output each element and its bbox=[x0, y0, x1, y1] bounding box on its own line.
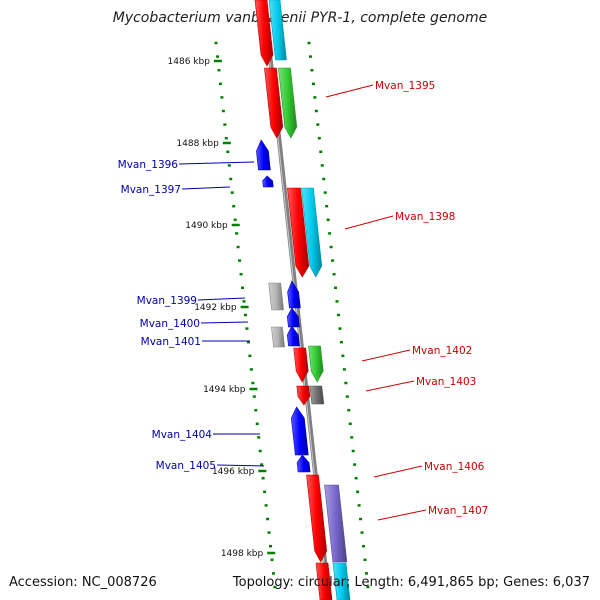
gene-label-leader bbox=[216, 464, 265, 467]
gene-feature bbox=[287, 187, 310, 278]
gene-labels: Mvan_1395 Mvan_1396 Mvan_1397 Mvan_1398 Mvan… bbox=[118, 80, 489, 517]
gene-feature bbox=[315, 562, 333, 600]
accession-text: Accession: NC_008726 bbox=[9, 575, 157, 590]
gene-feature bbox=[290, 406, 309, 456]
gene-feature bbox=[296, 385, 311, 406]
gene-label-leader bbox=[365, 380, 415, 392]
scale-label: 1492 kbp bbox=[194, 303, 237, 313]
gene-label[interactable]: Mvan_1398 bbox=[395, 211, 455, 223]
gene-feature bbox=[268, 0, 287, 61]
gene-feature bbox=[332, 562, 351, 600]
genome-title: Mycobacterium vanbaalenii PYR-1, complet… bbox=[112, 10, 488, 26]
gene-label-leader bbox=[373, 465, 423, 478]
gene-label[interactable]: Mvan_1395 bbox=[375, 80, 435, 92]
gene-feature bbox=[324, 484, 348, 563]
gene-label[interactable]: Mvan_1405 bbox=[156, 460, 216, 472]
scale-label: 1494 kbp bbox=[203, 385, 246, 395]
gene-feature bbox=[296, 454, 311, 473]
gene-feature bbox=[262, 175, 274, 188]
scale-label: 1496 kbp bbox=[212, 467, 255, 477]
gene-feature bbox=[271, 326, 285, 348]
gene-label-leader bbox=[197, 297, 246, 301]
gene-label-leader bbox=[178, 161, 255, 165]
gene-feature bbox=[286, 325, 300, 347]
gene-feature bbox=[264, 67, 284, 139]
scale-label: 1488 kbp bbox=[176, 139, 219, 149]
gene-feature bbox=[293, 347, 309, 383]
gene-label[interactable]: Mvan_1397 bbox=[121, 184, 181, 196]
gene-label-leader bbox=[325, 84, 374, 98]
label-leaders bbox=[178, 84, 427, 521]
scale-label: 1490 kbp bbox=[185, 221, 228, 231]
gene-feature bbox=[278, 67, 298, 139]
gene-feature bbox=[286, 307, 300, 328]
gene-label[interactable]: Mvan_1407 bbox=[428, 505, 488, 517]
gene-label[interactable]: Mvan_1396 bbox=[118, 159, 179, 171]
genome-summary-text: Topology: circular; Length: 6,491,865 bp… bbox=[232, 575, 590, 590]
gene-label[interactable]: Mvan_1402 bbox=[412, 345, 472, 357]
gene-label-leader bbox=[181, 186, 231, 190]
scale-label: 1486 kbp bbox=[168, 57, 211, 67]
gene-label-leader bbox=[361, 349, 411, 362]
scale-label: 1498 kbp bbox=[221, 549, 264, 559]
gene-label[interactable]: Mvan_1403 bbox=[416, 376, 476, 388]
gene-label-leader bbox=[200, 321, 249, 324]
gene-label[interactable]: Mvan_1399 bbox=[137, 295, 197, 307]
gene-label-leader bbox=[377, 509, 427, 521]
gene-feature bbox=[306, 474, 328, 563]
gene-feature bbox=[301, 187, 323, 278]
gene-feature bbox=[254, 0, 274, 67]
gene-label[interactable]: Mvan_1400 bbox=[140, 318, 200, 330]
gene-feature bbox=[268, 282, 284, 311]
gene-feature bbox=[287, 280, 301, 309]
scale-labels: 1486 kbp 1488 kbp 1490 kbp 1492 kbp 1494 kbp… bbox=[168, 57, 264, 559]
gene-feature bbox=[309, 385, 325, 405]
gene-features bbox=[254, 0, 351, 600]
gene-label[interactable]: Mvan_1404 bbox=[152, 429, 213, 441]
gene-feature bbox=[256, 139, 271, 171]
gene-feature bbox=[308, 345, 324, 383]
gene-label[interactable]: Mvan_1406 bbox=[424, 461, 485, 473]
gene-label-leader bbox=[344, 215, 394, 230]
gene-label[interactable]: Mvan_1401 bbox=[141, 336, 201, 348]
scale-ticks bbox=[213, 41, 370, 589]
